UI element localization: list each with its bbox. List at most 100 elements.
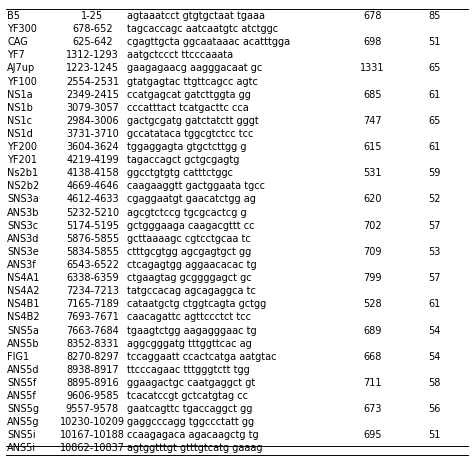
Text: 61: 61 [428,300,441,310]
Text: ANS5d: ANS5d [7,365,40,375]
Text: tatgccacag agcagaggca tc: tatgccacag agcagaggca tc [128,286,256,296]
Text: YF200: YF200 [7,142,37,152]
Text: 711: 711 [363,378,382,388]
Text: SNS5g: SNS5g [7,404,39,414]
Text: ANS3d: ANS3d [7,234,39,244]
Text: agtaaatcct gtgtgctaat tgaaa: agtaaatcct gtgtgctaat tgaaa [128,11,265,21]
Text: 747: 747 [363,116,382,126]
Text: aatgctccct ttcccaaata: aatgctccct ttcccaaata [128,50,234,60]
Text: 85: 85 [428,11,441,21]
Text: ggcctgtgtg catttctggc: ggcctgtgtg catttctggc [128,168,233,178]
Text: 2349-2415: 2349-2415 [66,90,119,100]
Text: FIG1: FIG1 [7,352,29,362]
Text: 5174-5195: 5174-5195 [66,221,119,231]
Text: 51: 51 [428,37,441,47]
Text: SNS5i: SNS5i [7,430,36,440]
Text: 3604-3624: 3604-3624 [66,142,119,152]
Text: ANS3f: ANS3f [7,260,36,270]
Text: 61: 61 [428,90,441,100]
Text: 698: 698 [363,37,382,47]
Text: SNS5a: SNS5a [7,326,39,336]
Text: NS1b: NS1b [7,103,33,113]
Text: cccatttact tcatgacttc cca: cccatttact tcatgacttc cca [128,103,249,113]
Text: gaagagaacg aagggacaat gc: gaagagaacg aagggacaat gc [128,64,263,73]
Text: tgaagtctgg aagagggaac tg: tgaagtctgg aagagggaac tg [128,326,257,336]
Text: NS1a: NS1a [7,90,33,100]
Text: 5834-5855: 5834-5855 [66,247,119,257]
Text: 65: 65 [428,64,441,73]
Text: 65: 65 [428,116,441,126]
Text: 4669-4646: 4669-4646 [66,182,118,191]
Text: 528: 528 [363,300,382,310]
Text: aggcgggatg tttggttcac ag: aggcgggatg tttggttcac ag [128,338,252,349]
Text: 3079-3057: 3079-3057 [66,103,119,113]
Text: 59: 59 [428,168,441,178]
Text: 625-642: 625-642 [72,37,113,47]
Text: B5: B5 [7,11,20,21]
Text: 9557-9578: 9557-9578 [66,404,119,414]
Text: agtggtttgt gtttgtcatg gaaag: agtggtttgt gtttgtcatg gaaag [128,444,263,454]
Text: 52: 52 [428,194,441,204]
Text: 7234-7213: 7234-7213 [66,286,119,296]
Text: 1223-1245: 1223-1245 [66,64,119,73]
Text: YF201: YF201 [7,155,37,165]
Text: NS4B1: NS4B1 [7,300,40,310]
Text: gccatataca tggcgtctcc tcc: gccatataca tggcgtctcc tcc [128,129,254,139]
Text: tccaggaatt ccactcatga aatgtac: tccaggaatt ccactcatga aatgtac [128,352,277,362]
Text: gctgggaaga caagacgttt cc: gctgggaaga caagacgttt cc [128,221,255,231]
Text: 51: 51 [428,430,441,440]
Text: 695: 695 [363,430,382,440]
Text: 2984-3006: 2984-3006 [66,116,119,126]
Text: 4138-4158: 4138-4158 [66,168,119,178]
Text: 7693-7671: 7693-7671 [66,312,119,322]
Text: tagaccagct gctgcgagtg: tagaccagct gctgcgagtg [128,155,240,165]
Text: 58: 58 [428,378,441,388]
Text: SNS3e: SNS3e [7,247,39,257]
Text: 4612-4633: 4612-4633 [66,194,119,204]
Text: NS4A2: NS4A2 [7,286,40,296]
Text: ctttgcgtgg agcgagtgct gg: ctttgcgtgg agcgagtgct gg [128,247,252,257]
Text: 56: 56 [428,404,441,414]
Text: 7165-7189: 7165-7189 [66,300,119,310]
Text: ANS5g: ANS5g [7,417,40,427]
Text: 678: 678 [363,11,382,21]
Text: cgagttgcta ggcaataaac acatttgga: cgagttgcta ggcaataaac acatttgga [128,37,291,47]
Text: 10862-10837: 10862-10837 [60,444,125,454]
Text: 531: 531 [363,168,382,178]
Text: ANS3b: ANS3b [7,208,40,218]
Text: cataatgctg ctggtcagta gctgg: cataatgctg ctggtcagta gctgg [128,300,267,310]
Text: AJ7up: AJ7up [7,64,36,73]
Text: 54: 54 [428,352,441,362]
Text: 54: 54 [428,326,441,336]
Text: 689: 689 [363,326,382,336]
Text: 61: 61 [428,142,441,152]
Text: cgaggaatgt gaacatctgg ag: cgaggaatgt gaacatctgg ag [128,194,256,204]
Text: NS4B2: NS4B2 [7,312,40,322]
Text: ANS5b: ANS5b [7,338,40,349]
Text: 685: 685 [363,90,382,100]
Text: caagaaggtt gactggaata tgcc: caagaaggtt gactggaata tgcc [128,182,265,191]
Text: 668: 668 [363,352,382,362]
Text: gcttaaaagc cgtcctgcaa tc: gcttaaaagc cgtcctgcaa tc [128,234,251,244]
Text: 53: 53 [428,247,441,257]
Text: tggaggagta gtgctcttgg g: tggaggagta gtgctcttgg g [128,142,247,152]
Text: 2554-2531: 2554-2531 [66,77,119,87]
Text: 7663-7684: 7663-7684 [66,326,119,336]
Text: tagcaccagc aatcaatgtc atctggc: tagcaccagc aatcaatgtc atctggc [128,24,279,34]
Text: 57: 57 [428,273,441,283]
Text: YF300: YF300 [7,24,37,34]
Text: 10230-10209: 10230-10209 [60,417,125,427]
Text: 6338-6359: 6338-6359 [66,273,119,283]
Text: ctgaagtag gcggggagct gc: ctgaagtag gcggggagct gc [128,273,252,283]
Text: ANS5i: ANS5i [7,444,36,454]
Text: YF100: YF100 [7,77,37,87]
Text: NS2b2: NS2b2 [7,182,39,191]
Text: YF7: YF7 [7,50,25,60]
Text: SNS3c: SNS3c [7,221,38,231]
Text: ctcagagtgg aggaacacac tg: ctcagagtgg aggaacacac tg [128,260,257,270]
Text: 620: 620 [363,194,382,204]
Text: Ns2b1: Ns2b1 [7,168,38,178]
Text: NS1c: NS1c [7,116,32,126]
Text: 8352-8331: 8352-8331 [66,338,119,349]
Text: 8938-8917: 8938-8917 [66,365,119,375]
